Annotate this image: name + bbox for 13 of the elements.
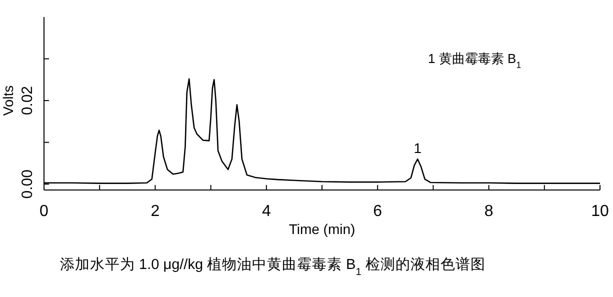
text: 添加水平为 1.0 μg//kg 植物油中黄曲霉毒素 B$_{1}$ 检测的液相色谱图 xyxy=(60,256,486,278)
x-tick-label: 0 xyxy=(40,203,49,220)
x-tick-label: 6 xyxy=(373,203,382,220)
x-tick-label: 2 xyxy=(150,203,160,220)
x-tick-label: 10 xyxy=(591,203,609,220)
y-tick-label: 0.02 xyxy=(19,86,36,116)
y-axis-title: Volts xyxy=(0,85,16,116)
x-tick-label: 4 xyxy=(262,203,271,220)
annotation: 1 黄曲霉毒素 B$_{1}$ xyxy=(428,51,522,70)
annotation: 1 xyxy=(414,140,422,156)
x-tick-label: 8 xyxy=(484,203,494,220)
x-axis-title: Time (min) xyxy=(288,221,356,237)
y-tick-label: 0.00 xyxy=(19,170,36,199)
